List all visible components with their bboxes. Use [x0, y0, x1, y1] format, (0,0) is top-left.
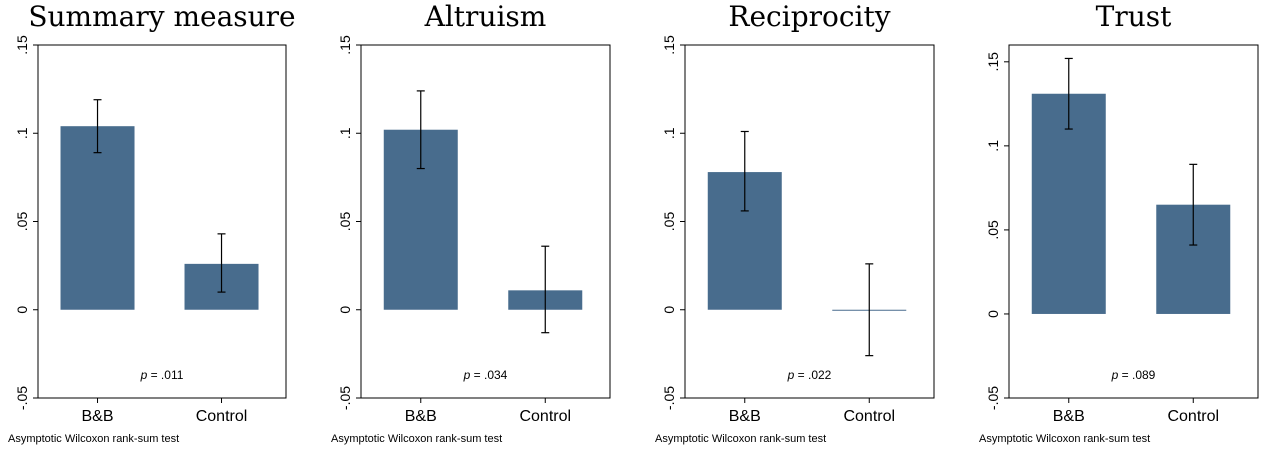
chart-title: Summary measure: [28, 0, 295, 33]
p-symbol: p: [787, 368, 798, 382]
y-tick-label: .05: [985, 220, 1001, 240]
y-tick-label: .05: [661, 212, 677, 232]
p-value-annotation: p = .022: [787, 368, 832, 382]
p-symbol: p: [1111, 368, 1122, 382]
chart-panel-1: Summary measure -.05 0 .05 .1 .15 B&B Control p …: [8, 0, 296, 445]
y-tick-label: .15: [985, 52, 1001, 72]
chart-panel-4: Trust -.05 0 .05 .1 .15 B&B Control p = .089 Asym…: [979, 0, 1259, 445]
bar-bb: [60, 126, 135, 310]
y-tick-label: .1: [14, 127, 30, 139]
p-value-annotation: p = .011: [140, 368, 184, 382]
y-tick-label: .15: [661, 35, 677, 55]
x-tick-label: Control: [1167, 408, 1219, 425]
chart-panel-2: Altruism -.05 0 .05 .1 .15 B&B Control p = .034 A…: [331, 0, 611, 445]
y-tick-label: -.05: [14, 386, 30, 410]
test-note: Asymptotic Wilcoxon rank-sum test: [655, 433, 826, 445]
y-tick-label: 0: [661, 306, 677, 314]
p-symbol: p: [140, 368, 151, 382]
y-tick-label: .1: [661, 127, 677, 139]
p-value-text: = .034: [474, 368, 508, 382]
test-note: Asymptotic Wilcoxon rank-sum test: [979, 433, 1150, 445]
x-tick-label: Control: [519, 408, 571, 425]
y-tick-label: -.05: [985, 386, 1001, 410]
test-note: Asymptotic Wilcoxon rank-sum test: [331, 433, 502, 445]
y-tick-label: 0: [337, 306, 353, 314]
y-tick-label: -.05: [337, 386, 353, 410]
y-tick-label: .15: [337, 35, 353, 55]
p-value-annotation: p = .034: [463, 368, 508, 382]
y-tick-label: .05: [14, 212, 30, 232]
y-tick-label: .15: [14, 35, 30, 55]
y-tick-label: .1: [985, 140, 1001, 152]
y-tick-label: .1: [337, 127, 353, 139]
y-tick-label: .05: [337, 212, 353, 232]
p-value-annotation: p = .089: [1111, 368, 1156, 382]
chart-title: Reciprocity: [728, 0, 890, 33]
x-tick-label: Control: [843, 408, 895, 425]
p-value-text: = .089: [1122, 368, 1156, 382]
y-tick-label: 0: [985, 310, 1001, 318]
p-value-text: = .022: [798, 368, 832, 382]
y-tick-label: -.05: [661, 386, 677, 410]
p-symbol: p: [463, 368, 474, 382]
bar-bb: [1031, 93, 1106, 314]
chart-panel-3: Reciprocity -.05 0 .05 .1 .15 B&B Control p = .0…: [655, 0, 935, 445]
chart-title: Altruism: [424, 0, 547, 33]
chart-title: Trust: [1096, 0, 1172, 33]
test-note: Asymptotic Wilcoxon rank-sum test: [8, 433, 179, 445]
x-tick-label: Control: [196, 408, 248, 425]
x-tick-label: B&B: [405, 408, 437, 425]
plot-frame: [1008, 44, 1259, 399]
p-value-text: = .011: [151, 368, 184, 382]
x-tick-label: B&B: [82, 408, 114, 425]
x-tick-label: B&B: [1053, 408, 1085, 425]
y-tick-label: 0: [14, 306, 30, 314]
x-tick-label: B&B: [729, 408, 761, 425]
